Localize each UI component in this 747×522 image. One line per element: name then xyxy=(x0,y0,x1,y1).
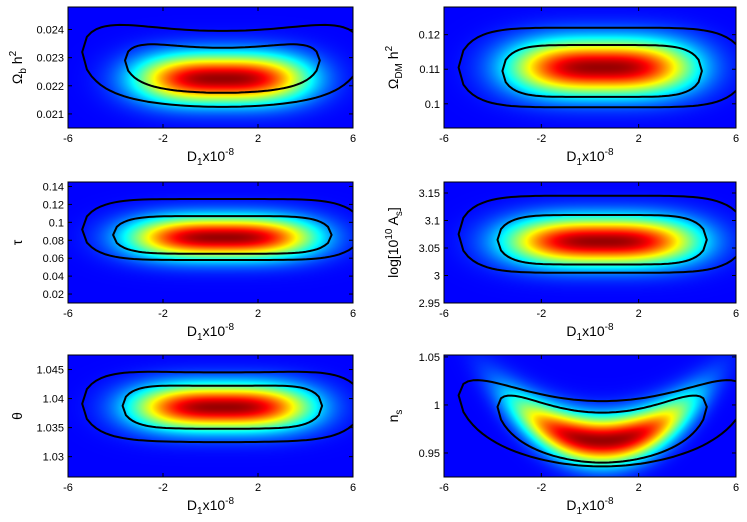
density-heatmap xyxy=(444,182,736,303)
axes-frame xyxy=(67,6,354,129)
x-tick-label: 6 xyxy=(733,133,739,145)
panel-top-left: -6 -2 2 6 0.021 0.022 0.023 0.024 D1x10-8 Ωb h2 xyxy=(8,6,356,168)
y-tick-label: 2.95 xyxy=(419,298,440,310)
x-tick-label: 6 xyxy=(350,308,356,320)
y-tick-label: 0.021 xyxy=(36,109,64,121)
contour-1-sigma xyxy=(496,214,708,266)
x-tick-label: -6 xyxy=(439,133,449,145)
x-tick-label: -2 xyxy=(536,482,546,494)
density-heatmap xyxy=(68,7,353,128)
contour-1-sigma xyxy=(496,394,708,464)
y-tick-label: 0.02 xyxy=(43,289,64,301)
x-tick-label: -2 xyxy=(158,133,168,145)
y-tick-label: 1.05 xyxy=(419,352,440,364)
contour-2-sigma xyxy=(81,198,353,261)
y-tick-label: 0.1 xyxy=(49,217,64,229)
x-axis-label: D1x10-8 xyxy=(566,496,614,517)
axes-frame xyxy=(443,354,737,478)
density-heatmap xyxy=(444,7,736,128)
contour-1-sigma xyxy=(112,215,333,255)
y-tick-label: 0.1 xyxy=(425,99,440,111)
x-tick-label: 2 xyxy=(255,133,261,145)
contour-1-sigma xyxy=(124,43,321,94)
x-tick-label: -2 xyxy=(536,308,546,320)
x-tick-label: -2 xyxy=(158,482,168,494)
x-tick-label: 2 xyxy=(636,482,642,494)
y-tick-label: 1 xyxy=(434,400,440,412)
axes-frame xyxy=(67,354,354,478)
contour-2-sigma xyxy=(81,370,353,444)
x-tick-label: 6 xyxy=(733,308,739,320)
panel-top-right: -6 -2 2 6 0.1 0.11 0.12 D1x10-8 ΩDM h2 xyxy=(384,6,739,168)
x-axis-label: D1x10-8 xyxy=(187,496,235,517)
y-tick-label: 1.03 xyxy=(43,452,64,464)
panel-middle-right: -6 -2 2 6 2.95 3 3.05 3.1 3.15 D1x10-8 log[1010 As… xyxy=(384,181,739,343)
x-tick-label: 6 xyxy=(733,482,739,494)
x-tick-label: -6 xyxy=(439,482,449,494)
x-tick-label: 6 xyxy=(350,133,356,145)
y-tick-label: 0.024 xyxy=(36,25,64,37)
x-tick-label: -2 xyxy=(536,133,546,145)
y-axis-label: ns xyxy=(385,410,405,423)
x-tick-label: 2 xyxy=(636,308,642,320)
y-axis-label: θ xyxy=(9,412,25,420)
x-tick-label: 2 xyxy=(636,133,642,145)
x-axis-label: D1x10-8 xyxy=(187,322,235,343)
contour-2-sigma xyxy=(457,194,736,274)
y-axis-label: Ωb h2 xyxy=(8,50,29,84)
contour-2-sigma xyxy=(457,26,736,109)
y-axis-label: log[1010 As] xyxy=(384,207,405,278)
x-tick-label: -6 xyxy=(63,308,73,320)
x-axis-label: D1x10-8 xyxy=(187,147,235,168)
y-tick-label: 1.035 xyxy=(36,423,64,435)
x-tick-label: 2 xyxy=(255,308,261,320)
contour-1-sigma xyxy=(501,44,703,98)
y-tick-label: 0.12 xyxy=(43,199,64,211)
y-tick-label: 3.05 xyxy=(419,243,440,255)
panel-middle-left: -6 -2 2 6 0.02 0.04 0.06 0.08 0.1 0.12 0.14 D1x10-8… xyxy=(9,181,356,343)
y-tick-label: 0.08 xyxy=(43,235,64,247)
y-tick-label: 0.14 xyxy=(43,181,64,193)
contour-1-sigma xyxy=(121,384,324,430)
x-tick-label: -6 xyxy=(63,482,73,494)
y-tick-label: 0.023 xyxy=(36,53,64,65)
x-axis-label: D1x10-8 xyxy=(566,147,614,168)
x-axis-label: D1x10-8 xyxy=(566,322,614,343)
panel-bottom-right: -6 -2 2 6 0.95 1 1.05 D1x10-8 ns xyxy=(385,352,739,517)
density-heatmap xyxy=(68,355,353,477)
y-tick-label: 0.12 xyxy=(419,30,440,42)
y-tick-label: 0.06 xyxy=(43,253,64,265)
panel-bottom-left: -6 -2 2 6 1.03 1.035 1.04 1.045 D1x10-8 θ xyxy=(9,354,356,517)
axes-frame xyxy=(443,181,737,304)
x-tick-label: -6 xyxy=(439,308,449,320)
x-tick-label: 2 xyxy=(255,482,261,494)
y-tick-label: 0.95 xyxy=(419,448,440,460)
y-tick-label: 0.022 xyxy=(36,81,64,93)
contour-2-sigma xyxy=(81,23,353,108)
y-tick-label: 0.04 xyxy=(43,271,64,283)
y-tick-label: 1.045 xyxy=(36,365,64,377)
x-tick-label: -2 xyxy=(158,308,168,320)
y-tick-label: 3 xyxy=(434,271,440,283)
y-tick-label: 3.1 xyxy=(425,216,440,228)
x-tick-label: -6 xyxy=(63,133,73,145)
y-axis-label: τ xyxy=(9,239,25,245)
axes-frame xyxy=(67,181,354,304)
y-tick-label: 0.11 xyxy=(419,64,440,76)
y-tick-label: 3.15 xyxy=(419,188,440,200)
contour-2-sigma xyxy=(457,379,736,468)
x-tick-label: 6 xyxy=(350,482,356,494)
density-heatmap xyxy=(444,355,736,477)
y-tick-label: 1.04 xyxy=(43,394,64,406)
axes-frame xyxy=(443,6,737,129)
y-axis-label: ΩDM h2 xyxy=(384,45,405,89)
